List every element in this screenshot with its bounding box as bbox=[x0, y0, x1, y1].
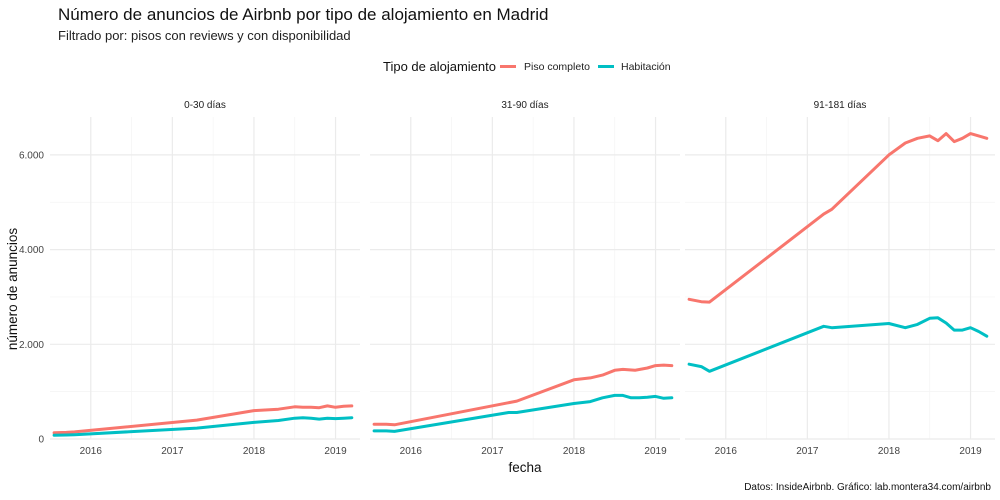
y-tick-label: 0 bbox=[38, 435, 44, 446]
facet-panel: 31-90 días 2016 2017 2018 2019 bbox=[370, 100, 680, 457]
facet-panel: 0-30 días 2016 2017 2018 2019 0 2.000 4.000 6.00… bbox=[19, 100, 360, 457]
legend: Tipo de alojamiento Piso completo Habita… bbox=[383, 59, 671, 74]
y-tick-label: 6.000 bbox=[19, 150, 44, 161]
x-tick-label: 2016 bbox=[80, 446, 103, 457]
series-line-piso-completo bbox=[372, 363, 674, 427]
facet-strip-label: 31-90 días bbox=[501, 100, 548, 111]
series-line-piso-completo bbox=[52, 404, 354, 435]
x-tick-label: 2019 bbox=[959, 446, 982, 457]
x-tick-label: 2016 bbox=[400, 446, 423, 457]
x-tick-label: 2017 bbox=[796, 446, 819, 457]
y-axis-title: número de anuncios bbox=[5, 228, 20, 351]
y-tick-label: 2.000 bbox=[19, 340, 44, 351]
legend-title: Tipo de alojamiento bbox=[383, 59, 496, 74]
chart-title: Número de anuncios de Airbnb por tipo de… bbox=[58, 5, 548, 24]
facet-panel: 91-181 días 2016 2017 2018 2019 bbox=[685, 100, 995, 457]
x-tick-label: 2018 bbox=[878, 446, 901, 457]
x-tick-label: 2016 bbox=[715, 446, 738, 457]
x-tick-label: 2017 bbox=[161, 446, 184, 457]
legend-label-piso: Piso completo bbox=[524, 61, 590, 73]
facet-strip-label: 91-181 días bbox=[814, 100, 867, 111]
series-line-habitacion bbox=[372, 393, 674, 433]
x-tick-label: 2019 bbox=[644, 446, 667, 457]
x-tick-label: 2019 bbox=[324, 446, 347, 457]
x-tick-label: 2018 bbox=[563, 446, 586, 457]
chart-subtitle: Filtrado por: pisos con reviews y con di… bbox=[58, 28, 351, 43]
series-line-piso-completo bbox=[687, 132, 989, 304]
facet-panels: 0-30 días 2016 2017 2018 2019 0 2.000 4.000 6.00… bbox=[19, 100, 995, 457]
x-tick-label: 2017 bbox=[481, 446, 504, 457]
chart-caption: Datos: InsideAirbnb. Gráfico: lab.monter… bbox=[744, 482, 991, 493]
x-axis-title: fecha bbox=[508, 460, 542, 475]
y-tick-label: 4.000 bbox=[19, 245, 44, 256]
series-line-habitacion bbox=[687, 316, 989, 373]
series-line-habitacion bbox=[52, 416, 354, 437]
legend-label-habitacion: Habitación bbox=[621, 61, 671, 73]
facet-strip-label: 0-30 días bbox=[184, 100, 226, 111]
x-tick-label: 2018 bbox=[243, 446, 266, 457]
